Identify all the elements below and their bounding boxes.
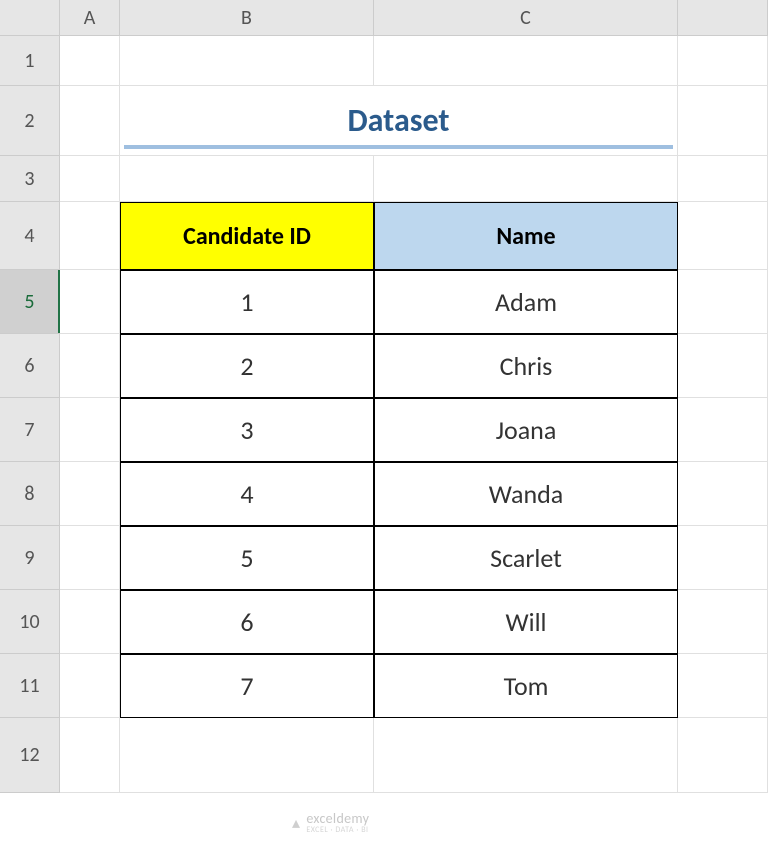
cell-B3[interactable] [120,156,374,202]
table-row[interactable]: Adam [374,270,678,334]
table-row[interactable]: Will [374,590,678,654]
row-header-6[interactable]: 6 [0,334,60,398]
row-header-2[interactable]: 2 [0,86,60,156]
cell-D12[interactable] [678,718,768,793]
cell-A12[interactable] [60,718,120,793]
select-all-corner[interactable] [0,0,60,36]
row-header-8[interactable]: 8 [0,462,60,526]
cell-B12[interactable] [120,718,374,793]
cell-D6[interactable] [678,334,768,398]
title-underline [124,145,673,149]
table-row[interactable]: Wanda [374,462,678,526]
cell-A11[interactable] [60,654,120,718]
cell-A5[interactable] [60,270,120,334]
cell-A10[interactable] [60,590,120,654]
cell-D7[interactable] [678,398,768,462]
table-header-id[interactable]: Candidate ID [120,202,374,270]
cell-C12[interactable] [374,718,678,793]
row-header-5[interactable]: 5 [0,270,60,334]
table-row[interactable]: 6 [120,590,374,654]
column-header[interactable] [678,0,768,36]
cell-D11[interactable] [678,654,768,718]
cell-D9[interactable] [678,526,768,590]
watermark: ▴ exceldemy EXCEL · DATA · BI [292,810,369,835]
table-row[interactable]: 2 [120,334,374,398]
cell-B1[interactable] [120,36,374,86]
row-header-3[interactable]: 3 [0,156,60,202]
cell-A3[interactable] [60,156,120,202]
cell-A7[interactable] [60,398,120,462]
table-row[interactable]: 4 [120,462,374,526]
row-header-10[interactable]: 10 [0,590,60,654]
table-row[interactable]: Tom [374,654,678,718]
column-header-a[interactable]: A [60,0,120,36]
row-header-12[interactable]: 12 [0,718,60,793]
cell-A2[interactable] [60,86,120,156]
table-header-name[interactable]: Name [374,202,678,270]
cell-D1[interactable] [678,36,768,86]
cell-A6[interactable] [60,334,120,398]
cell-D4[interactable] [678,202,768,270]
table-row[interactable]: Joana [374,398,678,462]
watermark-sub: EXCEL · DATA · BI [306,825,369,835]
cell-D3[interactable] [678,156,768,202]
table-row[interactable]: 1 [120,270,374,334]
cell-D2[interactable] [678,86,768,156]
column-header-b[interactable]: B [120,0,374,36]
title-cell[interactable]: Dataset [120,86,678,156]
cell-C3[interactable] [374,156,678,202]
spreadsheet-grid: ABC12Dataset34Candidate IDName51Adam62Ch… [0,0,768,793]
cell-D10[interactable] [678,590,768,654]
table-row[interactable]: 7 [120,654,374,718]
page-title: Dataset [348,101,450,140]
row-header-1[interactable]: 1 [0,36,60,86]
row-header-7[interactable]: 7 [0,398,60,462]
cell-A1[interactable] [60,36,120,86]
cell-A4[interactable] [60,202,120,270]
cell-A9[interactable] [60,526,120,590]
cell-A8[interactable] [60,462,120,526]
table-row[interactable]: Chris [374,334,678,398]
cell-D8[interactable] [678,462,768,526]
cell-D5[interactable] [678,270,768,334]
table-row[interactable]: 5 [120,526,374,590]
row-header-9[interactable]: 9 [0,526,60,590]
column-header-c[interactable]: C [374,0,678,36]
table-row[interactable]: Scarlet [374,526,678,590]
row-header-11[interactable]: 11 [0,654,60,718]
watermark-icon: ▴ [292,813,300,833]
cell-C1[interactable] [374,36,678,86]
row-header-4[interactable]: 4 [0,202,60,270]
table-row[interactable]: 3 [120,398,374,462]
